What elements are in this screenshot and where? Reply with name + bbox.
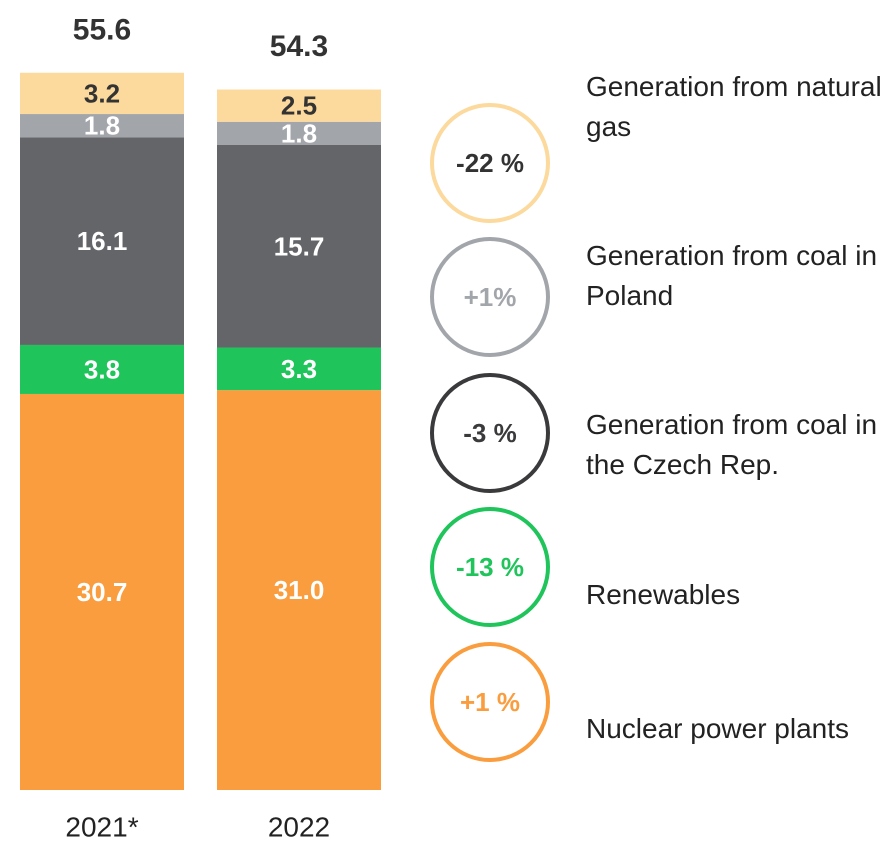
change-circle [430, 103, 550, 223]
value-label: 1.8 [84, 111, 120, 141]
bar-segment [20, 72, 184, 115]
change-circle [430, 237, 550, 357]
bar-segment [20, 114, 184, 138]
value-label: 3.8 [84, 354, 120, 384]
bar-segment [217, 89, 381, 122]
change-circle [430, 642, 550, 762]
legend-label: Generation from natural gas [586, 71, 882, 142]
legend-label: Generation from coal in the Czech Rep. [586, 409, 878, 480]
bar-segment [20, 137, 184, 345]
value-label: 31.0 [274, 575, 325, 605]
value-label: 1.8 [281, 118, 317, 148]
change-label: +1 % [460, 687, 520, 717]
legend-label: Nuclear power plants [586, 713, 850, 744]
legend-label: Generation from coal in Poland [586, 240, 878, 311]
bar-segment [217, 121, 381, 145]
bar-segment [217, 390, 381, 790]
value-label: 3.3 [281, 354, 317, 384]
value-label: 2.5 [281, 91, 317, 121]
total-label: 54.3 [270, 30, 328, 63]
change-label: -22 % [456, 148, 524, 178]
total-label: 55.6 [73, 13, 131, 46]
x-tick-label: 2021* [65, 812, 138, 841]
change-label: -13 % [456, 552, 524, 582]
x-tick-label: 2022 [268, 812, 330, 841]
value-label: 30.7 [77, 577, 128, 607]
change-label: -3 % [463, 418, 516, 448]
bar-segment [20, 393, 184, 790]
bar-segment [217, 347, 381, 391]
change-circle [430, 507, 550, 627]
value-label: 15.7 [274, 231, 325, 261]
bar-segment [20, 344, 184, 394]
value-label: 16.1 [77, 226, 128, 256]
change-circle [430, 373, 550, 493]
legend-label: Renewables [586, 579, 741, 610]
value-label: 3.2 [84, 78, 120, 108]
bar-segment [217, 145, 381, 348]
change-label: +1% [464, 282, 517, 312]
